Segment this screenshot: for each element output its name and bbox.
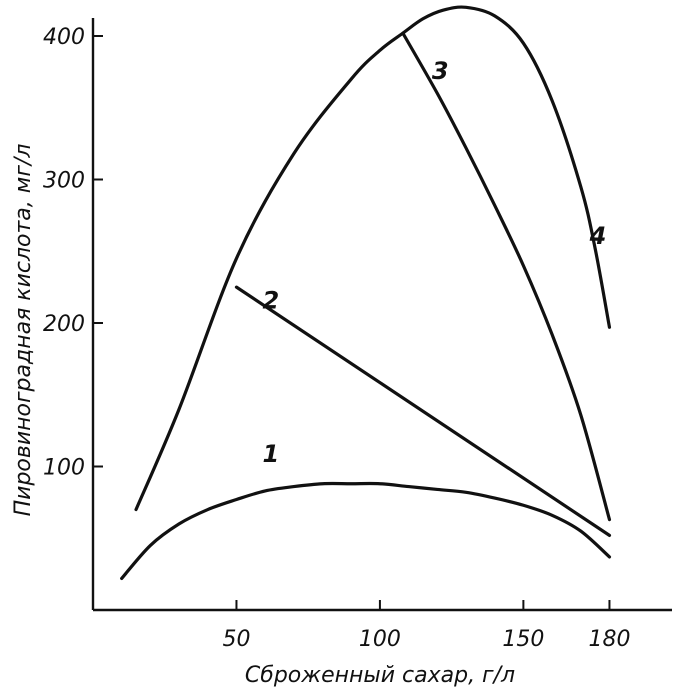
y-tick-label: 400 bbox=[43, 25, 85, 50]
curve-label-1: 1 bbox=[263, 440, 280, 468]
x-axis-label: Сброженный сахар, г/л bbox=[245, 663, 515, 688]
series-line-2 bbox=[234, 285, 612, 537]
series-line-1 bbox=[120, 481, 612, 581]
y-axis-label: Пировиноградная кислота, мг/л bbox=[11, 144, 36, 517]
y-tick-label: 200 bbox=[43, 312, 85, 337]
y-tick-label: 300 bbox=[43, 169, 85, 194]
curve-label-3: 3 bbox=[432, 57, 449, 85]
curve-label-4: 4 bbox=[589, 222, 607, 250]
axes bbox=[91, 18, 672, 612]
x-tick-label: 100 bbox=[359, 627, 401, 652]
x-tick-label: 180 bbox=[588, 627, 630, 652]
x-tick-label: 50 bbox=[222, 627, 250, 652]
y-tick-label: 100 bbox=[43, 456, 85, 481]
curve-label-2: 2 bbox=[263, 287, 280, 315]
series-line-4 bbox=[134, 5, 612, 512]
x-tick-label: 150 bbox=[502, 627, 544, 652]
series-line-3 bbox=[401, 31, 612, 522]
